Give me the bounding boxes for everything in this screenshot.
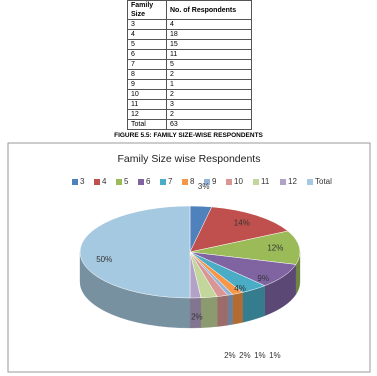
legend-label: 4 [102,177,107,186]
legend-swatch [116,179,122,185]
legend-swatch [138,179,144,185]
data-label: 3% [198,182,210,191]
slice-side [216,295,228,327]
data-label: 1% [269,351,281,360]
legend-label: 6 [146,177,151,186]
slice [79,205,191,299]
data-label: 4% [234,284,246,293]
table-row: Total 63 [127,119,252,130]
legend-label: Total [315,177,332,186]
legend-label: 7 [168,177,173,186]
legend-swatch [160,179,166,185]
legend-label: 12 [288,177,297,186]
legend-label: 8 [190,177,195,186]
data-label: 14% [234,219,250,228]
slice [189,230,301,265]
table-cell: 63 [166,119,252,130]
slice [189,206,289,253]
legend-swatch [182,179,188,185]
data-label: 9% [257,274,269,283]
slice-side [200,296,218,328]
legend-swatch [253,179,259,185]
legend-label: 10 [234,177,243,186]
legend-swatch [280,179,286,185]
data-label: 1% [254,351,266,360]
slice-side [227,294,233,326]
data-label: 2% [239,351,251,360]
data-table: Family Size No. of Respondents 3 4 4 18 5 15 6 11… [127,0,252,130]
legend-swatch [307,179,313,185]
legend-label: 11 [261,177,270,186]
slice-side [232,292,243,325]
figure-caption: FIGURE 5.5: FAMILY SIZE-WISE RESPONDENTS [114,132,263,139]
legend-label: 5 [124,177,129,186]
legend-swatch [204,179,210,185]
data-label: 2% [224,351,236,360]
legend-swatch [72,179,78,185]
data-label: 2% [191,313,203,322]
data-label: 12% [267,244,283,253]
chart-title: Family Size wise Respondents [118,153,261,165]
legend-label: 9 [212,177,217,186]
legend-swatch [94,179,100,185]
legend-swatch [226,179,232,185]
legend-label: 3 [80,177,85,186]
data-label: 50% [96,255,112,264]
